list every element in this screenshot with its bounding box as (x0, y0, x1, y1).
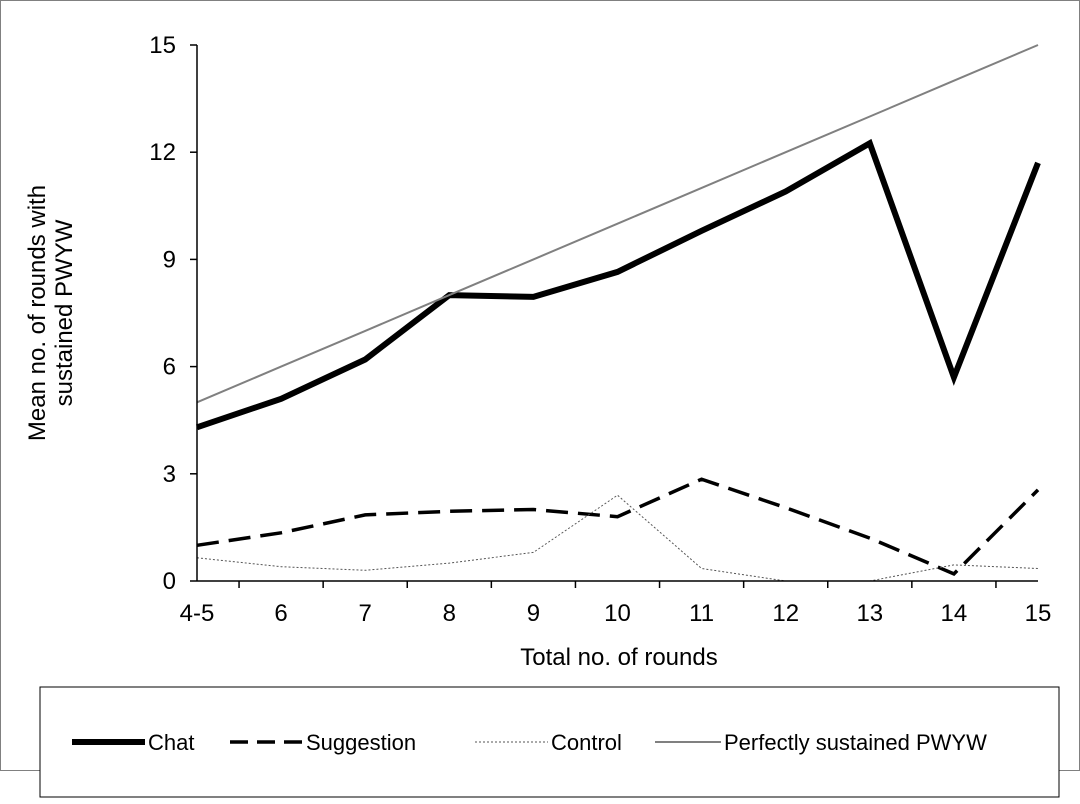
y-tick-label: 12 (149, 139, 176, 166)
x-tick-label: 7 (359, 600, 372, 627)
x-tick-label: 11 (689, 600, 714, 627)
y-tick-label: 15 (149, 32, 176, 59)
x-tick-label: 13 (856, 600, 883, 627)
series-line-control (196, 494, 1039, 582)
legend-item-suggestion: Suggestion (230, 730, 416, 755)
legend-item-chat: Chat (72, 730, 194, 755)
series-line-perfectly-sustained-pwyw (196, 44, 1039, 404)
x-tick-label: 15 (1025, 600, 1052, 627)
series-line-chat (196, 138, 1041, 431)
x-tick-label: 4-5 (180, 600, 215, 627)
legend-label: Perfectly sustained PWYW (724, 730, 987, 755)
plot-area (196, 44, 1041, 582)
series-line-suggestion (196, 477, 1040, 576)
x-tick-label: 8 (443, 600, 456, 627)
legend-label: Chat (148, 730, 194, 755)
y-tick-label: 6 (163, 354, 176, 381)
x-tick-label: 12 (772, 600, 799, 627)
x-tick-label: 10 (604, 600, 631, 627)
x-axis-title: Total no. of rounds (520, 644, 717, 671)
axes: 0 3 6 9 12 15 4-5 6 7 8 9 10 11 12 13 14 15 (149, 32, 1051, 627)
legend-item-control: Control (475, 730, 622, 755)
legend-item-perfectly-sustained-pwyw: Perfectly sustained PWYW (655, 730, 987, 755)
y-axis-title: Mean no. of rounds withsustained PWYW (24, 185, 78, 441)
y-tick-label: 9 (163, 246, 176, 273)
chart-area-border (0, 0, 1080, 771)
y-tick-label: 0 (163, 568, 176, 595)
legend-box (39, 686, 1060, 798)
legend: Chat Suggestion Control Perfectly sustained… (72, 730, 987, 755)
legend-label: Control (551, 730, 622, 755)
x-tick-label: 9 (527, 600, 540, 627)
y-tick-label: 3 (163, 461, 176, 488)
x-tick-label: 6 (274, 600, 287, 627)
legend-label: Suggestion (306, 730, 416, 755)
x-tick-label: 14 (941, 600, 968, 627)
